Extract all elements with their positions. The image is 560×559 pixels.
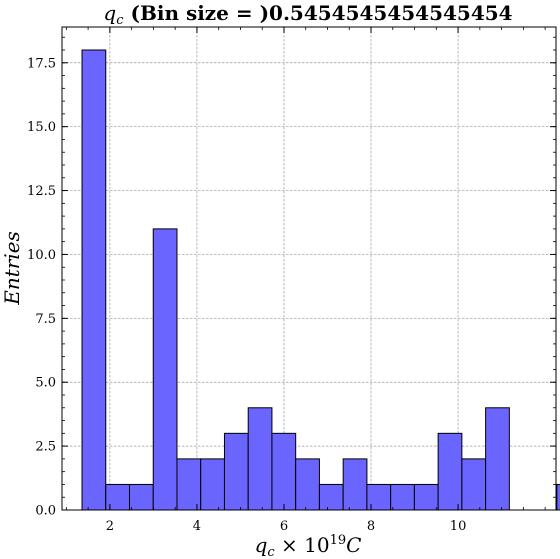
grid-lines (62, 27, 556, 511)
histogram-bar (342, 458, 368, 511)
histogram-bar (437, 432, 463, 511)
y-tick-label: 17.5 (27, 56, 56, 71)
histogram-bar (271, 432, 297, 511)
histogram-bar (485, 407, 510, 511)
x-tick-label: 2 (106, 519, 114, 534)
svg-text:qc (Bin size = )0.545454545454: qc (Bin size = )0.5454545454545454 (103, 1, 512, 28)
chart-title: qc (Bin size = )0.5454545454545454 (103, 1, 512, 28)
y-tick-label: 10.0 (27, 248, 56, 263)
x-tick-label: 4 (193, 519, 201, 534)
histogram-bar (556, 483, 560, 511)
histogram-bars (81, 49, 560, 511)
y-axis-label: Entries (0, 231, 24, 306)
y-tick-label: 7.5 (35, 312, 56, 327)
title-variable-subscript: c (116, 13, 124, 28)
histogram-bar (390, 483, 415, 511)
y-tick-label: 0.0 (35, 504, 56, 519)
histogram-bar (129, 483, 154, 511)
title-text: (Bin size = )0.5454545454545454 (124, 1, 513, 25)
x-axis-label: qc × 1019C (255, 533, 362, 559)
histogram-bar (413, 483, 439, 511)
svg-text:qc × 1019C: qc × 1019C (255, 533, 362, 559)
histogram-bar (105, 483, 131, 511)
histogram-bar (318, 483, 344, 511)
histogram-bar (461, 458, 487, 511)
histogram-bar (176, 458, 202, 511)
y-tick-label: 2.5 (35, 440, 56, 455)
y-tick-label: 12.5 (27, 184, 56, 199)
histogram-bar (295, 458, 320, 511)
x-tick-label: 8 (367, 519, 375, 534)
plot-frame (61, 26, 557, 511)
histogram-bar (366, 483, 392, 511)
histogram-bar (223, 432, 249, 511)
histogram-bar (152, 228, 178, 511)
title-variable: q (103, 1, 116, 25)
tick-labels: 2 4 6 8 10 0.0 2.5 5.0 7.5 10.0 12.5 15.0 17.5 (27, 56, 466, 534)
histogram-bar (200, 458, 225, 511)
axes (61, 26, 557, 511)
svg-text:Entries: Entries (0, 231, 24, 306)
x-tick-label: 6 (280, 519, 288, 534)
y-tick-label: 15.0 (27, 120, 56, 135)
x-tick-label: 10 (450, 519, 467, 534)
histogram-bar (81, 49, 107, 511)
y-tick-label: 5.0 (35, 376, 56, 391)
histogram-bar (247, 407, 273, 511)
